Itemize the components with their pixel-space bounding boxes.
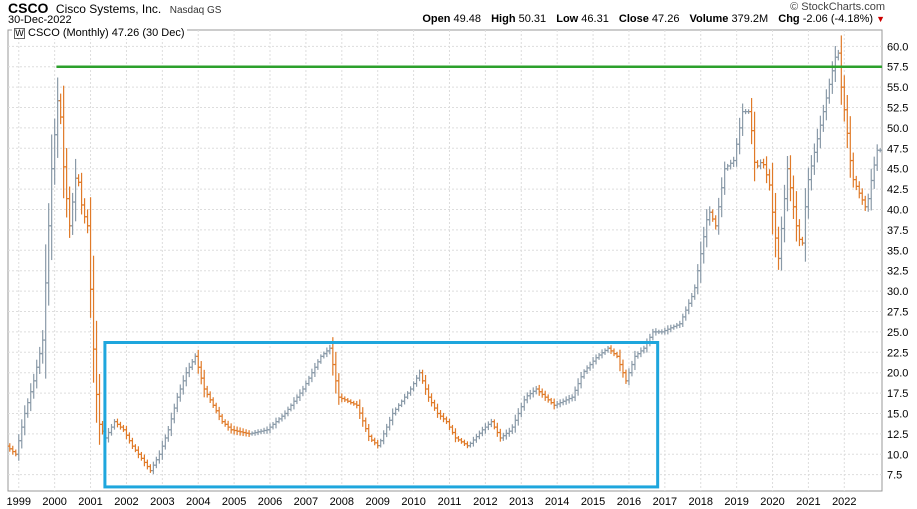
- x-tick-label: 2009: [365, 496, 389, 508]
- y-tick-label: 10.0: [887, 449, 908, 461]
- y-tick-label: 7.5: [887, 470, 902, 482]
- annotations: [56, 65, 882, 489]
- x-tick-label: 2007: [294, 496, 318, 508]
- volume-label: Volume: [689, 13, 729, 25]
- open-value: 49.48: [453, 13, 482, 25]
- y-tick-label: 52.5: [887, 103, 908, 115]
- x-tick-label: 1999: [7, 496, 31, 508]
- y-tick-label: 40.0: [887, 205, 908, 217]
- y-tick-label: 25.0: [887, 327, 908, 339]
- chart-type-icon: W: [14, 27, 25, 39]
- chg-value: -2.06 (-4.18%): [802, 13, 874, 25]
- x-tick-label: 2003: [150, 496, 174, 508]
- y-tick-label: 37.5: [887, 225, 908, 237]
- y-tick-label: 55.0: [887, 82, 908, 94]
- y-tick-label: 30.0: [887, 286, 908, 298]
- exchange: Nasdaq GS: [169, 5, 222, 16]
- x-tick-label: 2015: [581, 496, 605, 508]
- plot-frame: [7, 29, 883, 492]
- price-bars: [7, 35, 883, 475]
- x-tick-label: 2012: [473, 496, 497, 508]
- company-name: Cisco Systems, Inc.: [55, 2, 162, 16]
- x-tick-label: 2008: [330, 496, 354, 508]
- x-tick-label: 2002: [114, 496, 138, 508]
- close-label: Close: [618, 13, 649, 25]
- x-tick-label: 2006: [258, 496, 282, 508]
- x-tick-label: 2018: [688, 496, 712, 508]
- x-tick-label: 2020: [760, 496, 784, 508]
- close-value: 47.26: [651, 13, 680, 25]
- x-axis-ticks: 1999 2000 2001 2002 2003 2004 2005 2006 2007 2008…: [7, 496, 857, 508]
- stockcharts-logo: © StockCharts.com: [790, 1, 885, 13]
- low-label: Low: [556, 13, 579, 25]
- x-tick-label: 2017: [653, 496, 677, 508]
- x-tick-label: 2010: [401, 496, 425, 508]
- y-tick-label: 60.0: [887, 41, 908, 53]
- chart-date: 30-Dec-2022: [8, 14, 72, 26]
- x-tick-label: 2021: [796, 496, 820, 508]
- legend-text: CSCO (Monthly) 47.26 (30 Dec): [28, 27, 185, 39]
- y-tick-label: 50.0: [887, 123, 908, 135]
- y-tick-label: 12.5: [887, 429, 908, 441]
- y-tick-label: 42.5: [887, 184, 908, 196]
- x-tick-label: 2004: [186, 496, 210, 508]
- consolidation-box: [103, 341, 660, 489]
- high-value: 50.31: [518, 13, 547, 25]
- y-tick-label: 35.0: [887, 245, 908, 257]
- high-label: High: [491, 13, 516, 25]
- y-tick-label: 20.0: [887, 368, 908, 380]
- chg-label: Chg: [778, 13, 800, 25]
- x-tick-label: 2016: [617, 496, 641, 508]
- x-tick-label: 2019: [724, 496, 748, 508]
- down-arrow-icon: ▼: [876, 14, 885, 24]
- low-value: 46.31: [581, 13, 609, 25]
- y-tick-label: 57.5: [887, 62, 908, 74]
- volume-value: 379.2M: [731, 13, 769, 25]
- open-label: Open: [422, 13, 451, 25]
- x-tick-label: 2014: [545, 496, 569, 508]
- y-tick-label: 45.0: [887, 164, 908, 176]
- ticker-symbol: CSCO: [8, 0, 49, 16]
- y-tick-label: 17.5: [887, 388, 908, 400]
- y-tick-label: 47.5: [887, 143, 908, 155]
- y-tick-label: 22.5: [887, 347, 908, 359]
- title-line: CSCO Cisco Systems, Inc. Nasdaq GS: [8, 0, 221, 16]
- x-tick-label: 2001: [78, 496, 102, 508]
- x-tick-label: 2005: [222, 496, 246, 508]
- y-tick-label: 27.5: [887, 306, 908, 318]
- ohlc-summary: Open 49.48 High 50.31 Low 46.31 Close 47…: [422, 13, 885, 25]
- series-legend: W CSCO (Monthly) 47.26 (30 Dec): [12, 27, 187, 39]
- y-tick-label: 32.5: [887, 266, 908, 278]
- y-axis-ticks: 7.5 10.0 12.5 15.0 17.5 20.0 22.5 25.0 27.5 30.0 3…: [887, 41, 908, 481]
- x-tick-label: 2013: [509, 496, 533, 508]
- x-tick-label: 2011: [438, 496, 462, 508]
- x-tick-label: 2022: [832, 496, 856, 508]
- grid: [8, 30, 882, 491]
- x-tick-label: 2000: [42, 496, 66, 508]
- y-tick-label: 15.0: [887, 408, 908, 420]
